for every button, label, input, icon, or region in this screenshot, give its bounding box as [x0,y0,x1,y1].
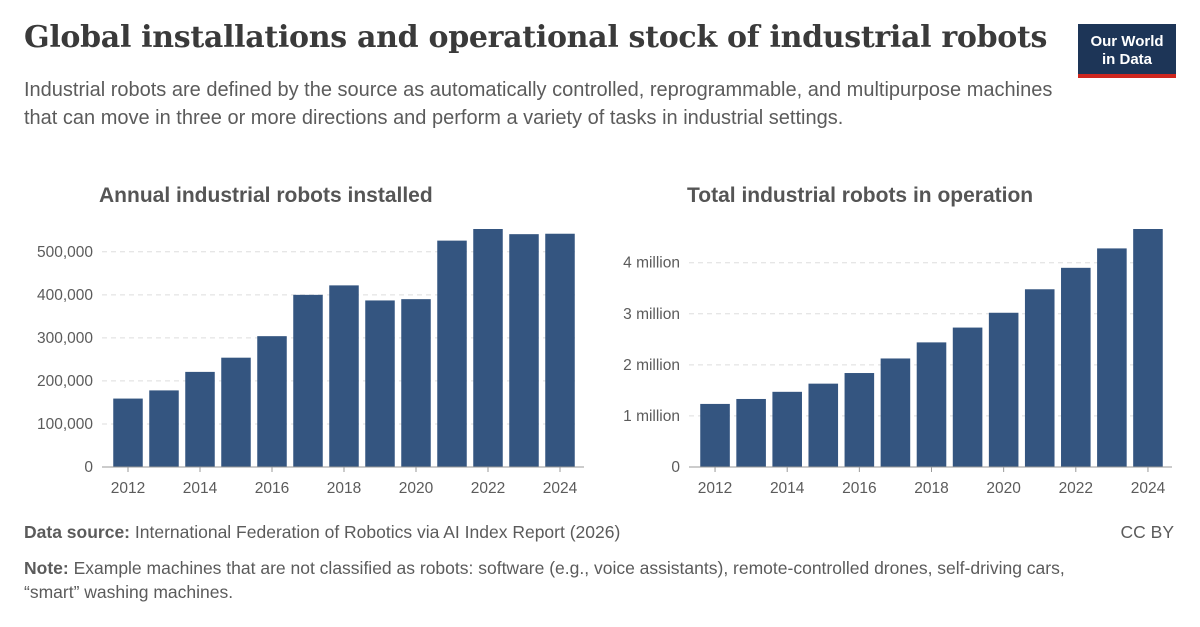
data-source-label: Data source: [24,522,131,542]
bar-2019[interactable] [952,327,983,467]
bar-2017[interactable] [880,358,911,467]
bar-2013[interactable] [736,398,766,467]
operational-stock-chart: Total industrial robots in operation 0 1 … [623,184,1172,497]
bar-2014[interactable] [185,371,215,467]
bar-2015[interactable] [808,383,839,467]
x-tick-label: 2020 [986,480,1021,497]
x-tick-label: 2014 [183,480,218,497]
x-tick-label: 2014 [770,480,805,497]
x-tick-label: 2024 [543,480,578,497]
bar-2018[interactable] [329,285,359,467]
bar-2016[interactable] [257,336,287,467]
license-label[interactable]: CC BY [1120,522,1174,542]
data-source-text[interactable]: International Federation of Robotics via… [130,522,621,542]
logo-line-2: in Data [1101,51,1152,68]
x-tick-label: 2016 [255,480,289,497]
note-text: Example machines that are not classified… [24,558,1065,602]
x-tick-label: 2012 [698,480,732,497]
x-tick-label: 2024 [1131,480,1166,497]
x-tick-label: 2018 [327,480,361,497]
bar-2020[interactable] [988,312,1019,467]
y-tick-label: 400,000 [37,287,93,304]
bar-2024[interactable] [1133,229,1163,467]
bar-2015[interactable] [221,357,251,467]
data-source: Data source: International Federation of… [24,522,620,543]
bar-2016[interactable] [844,373,875,467]
x-tick-label: 2022 [471,480,505,497]
x-tick-label: 2016 [842,480,876,497]
bar-2022[interactable] [1061,267,1091,467]
y-tick-label: 200,000 [37,373,93,390]
bar-2021[interactable] [437,240,467,467]
bar-2013[interactable] [149,390,179,467]
y-tick-label: 100,000 [37,416,93,433]
panel-title-annual: Annual industrial robots installed [99,184,433,207]
chart-subtitle: Industrial robots are defined by the sou… [24,79,1053,129]
bar-2021[interactable] [1024,289,1055,467]
bar-2014[interactable] [772,391,802,467]
y-tick-label: 500,000 [37,244,93,261]
bar-2022[interactable] [473,229,503,467]
y-tick-label: 300,000 [37,330,93,347]
chart-title: Global installations and operational sto… [24,20,1048,55]
note-label: Note: [24,558,69,578]
x-tick-label: 2020 [399,480,434,497]
y-tick-label: 0 [84,459,93,476]
x-tick-label: 2022 [1059,480,1093,497]
bar-2018[interactable] [916,342,947,467]
owid-logo[interactable]: Our World in Data [1078,24,1176,78]
annual-installed-chart: Annual industrial robots installed 0 100,… [37,184,584,497]
bar-2017[interactable] [293,294,323,467]
panel-title-operation: Total industrial robots in operation [687,184,1033,207]
y-tick-label: 0 [671,459,680,476]
y-tick-label: 2 million [623,357,680,374]
bar-2023[interactable] [509,234,539,467]
bar-2024[interactable] [545,233,575,467]
logo-line-1: Our World [1090,33,1164,50]
y-tick-label: 4 million [623,255,680,272]
bar-2012[interactable] [700,403,730,467]
note: Note: Example machines that are not clas… [24,556,1104,604]
y-tick-label: 3 million [623,306,680,323]
bar-2019[interactable] [365,300,395,467]
y-tick-label: 1 million [623,408,680,425]
x-tick-label: 2018 [914,480,948,497]
bar-2023[interactable] [1097,248,1127,467]
bar-2020[interactable] [401,299,431,467]
x-tick-label: 2012 [111,480,145,497]
bar-2012[interactable] [113,398,143,467]
